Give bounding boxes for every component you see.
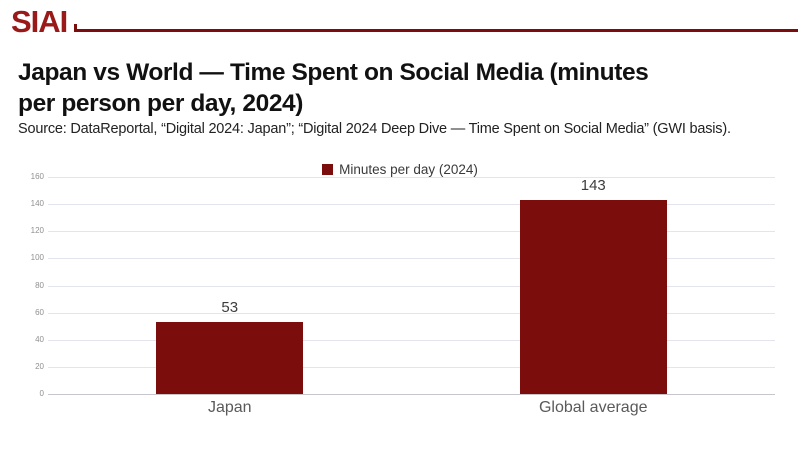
y-tick-label: 0 bbox=[39, 389, 44, 398]
gridline bbox=[48, 231, 775, 233]
gridline bbox=[48, 285, 775, 287]
legend-item-minutes-per-day[interactable]: Minutes per day (2024) bbox=[322, 162, 478, 177]
bar-value-label: 143 bbox=[580, 177, 606, 195]
siai-logo: SIAI bbox=[11, 4, 68, 39]
chart-title-line-1: Japan vs World — Time Spent on Social Me… bbox=[18, 59, 649, 86]
y-tick-label: 120 bbox=[30, 226, 44, 236]
y-tick-label: 160 bbox=[30, 172, 44, 181]
legend-swatch-icon bbox=[322, 164, 334, 175]
x-category-label-japan: Japan bbox=[207, 399, 252, 416]
gridline bbox=[48, 312, 775, 314]
gridline bbox=[48, 258, 775, 260]
gridline bbox=[48, 204, 775, 206]
header-rule-tick bbox=[74, 24, 77, 32]
y-tick-label: 140 bbox=[30, 199, 44, 209]
bar-value-label: 53 bbox=[221, 299, 239, 317]
legend-label: Minutes per day (2024) bbox=[339, 162, 478, 177]
bar-global-average[interactable] bbox=[519, 200, 667, 394]
chart-title-line-2: per person per day, 2024) bbox=[18, 89, 304, 117]
chart-title: Japan vs World — Time Spent on Social Me… bbox=[18, 58, 788, 120]
bar-japan[interactable] bbox=[156, 322, 304, 394]
y-tick-label: 100 bbox=[30, 253, 44, 263]
gridline bbox=[48, 339, 775, 341]
y-tick-label: 80 bbox=[35, 280, 44, 290]
source-citation: Source: DataReportal, “Digital 2024: Jap… bbox=[18, 121, 731, 137]
x-category-label-global-average: Global average bbox=[538, 399, 648, 416]
gridline bbox=[48, 366, 775, 368]
x-axis-line bbox=[48, 394, 775, 395]
header-rule bbox=[74, 29, 798, 32]
plot-area: 0 20 40 60 80 100 120 140 160 53 Japan 143 Global av… bbox=[31, 172, 775, 416]
gridline bbox=[48, 177, 775, 178]
y-tick-label: 60 bbox=[35, 307, 44, 317]
y-tick-label: 20 bbox=[35, 361, 44, 371]
y-tick-label: 40 bbox=[35, 334, 44, 344]
